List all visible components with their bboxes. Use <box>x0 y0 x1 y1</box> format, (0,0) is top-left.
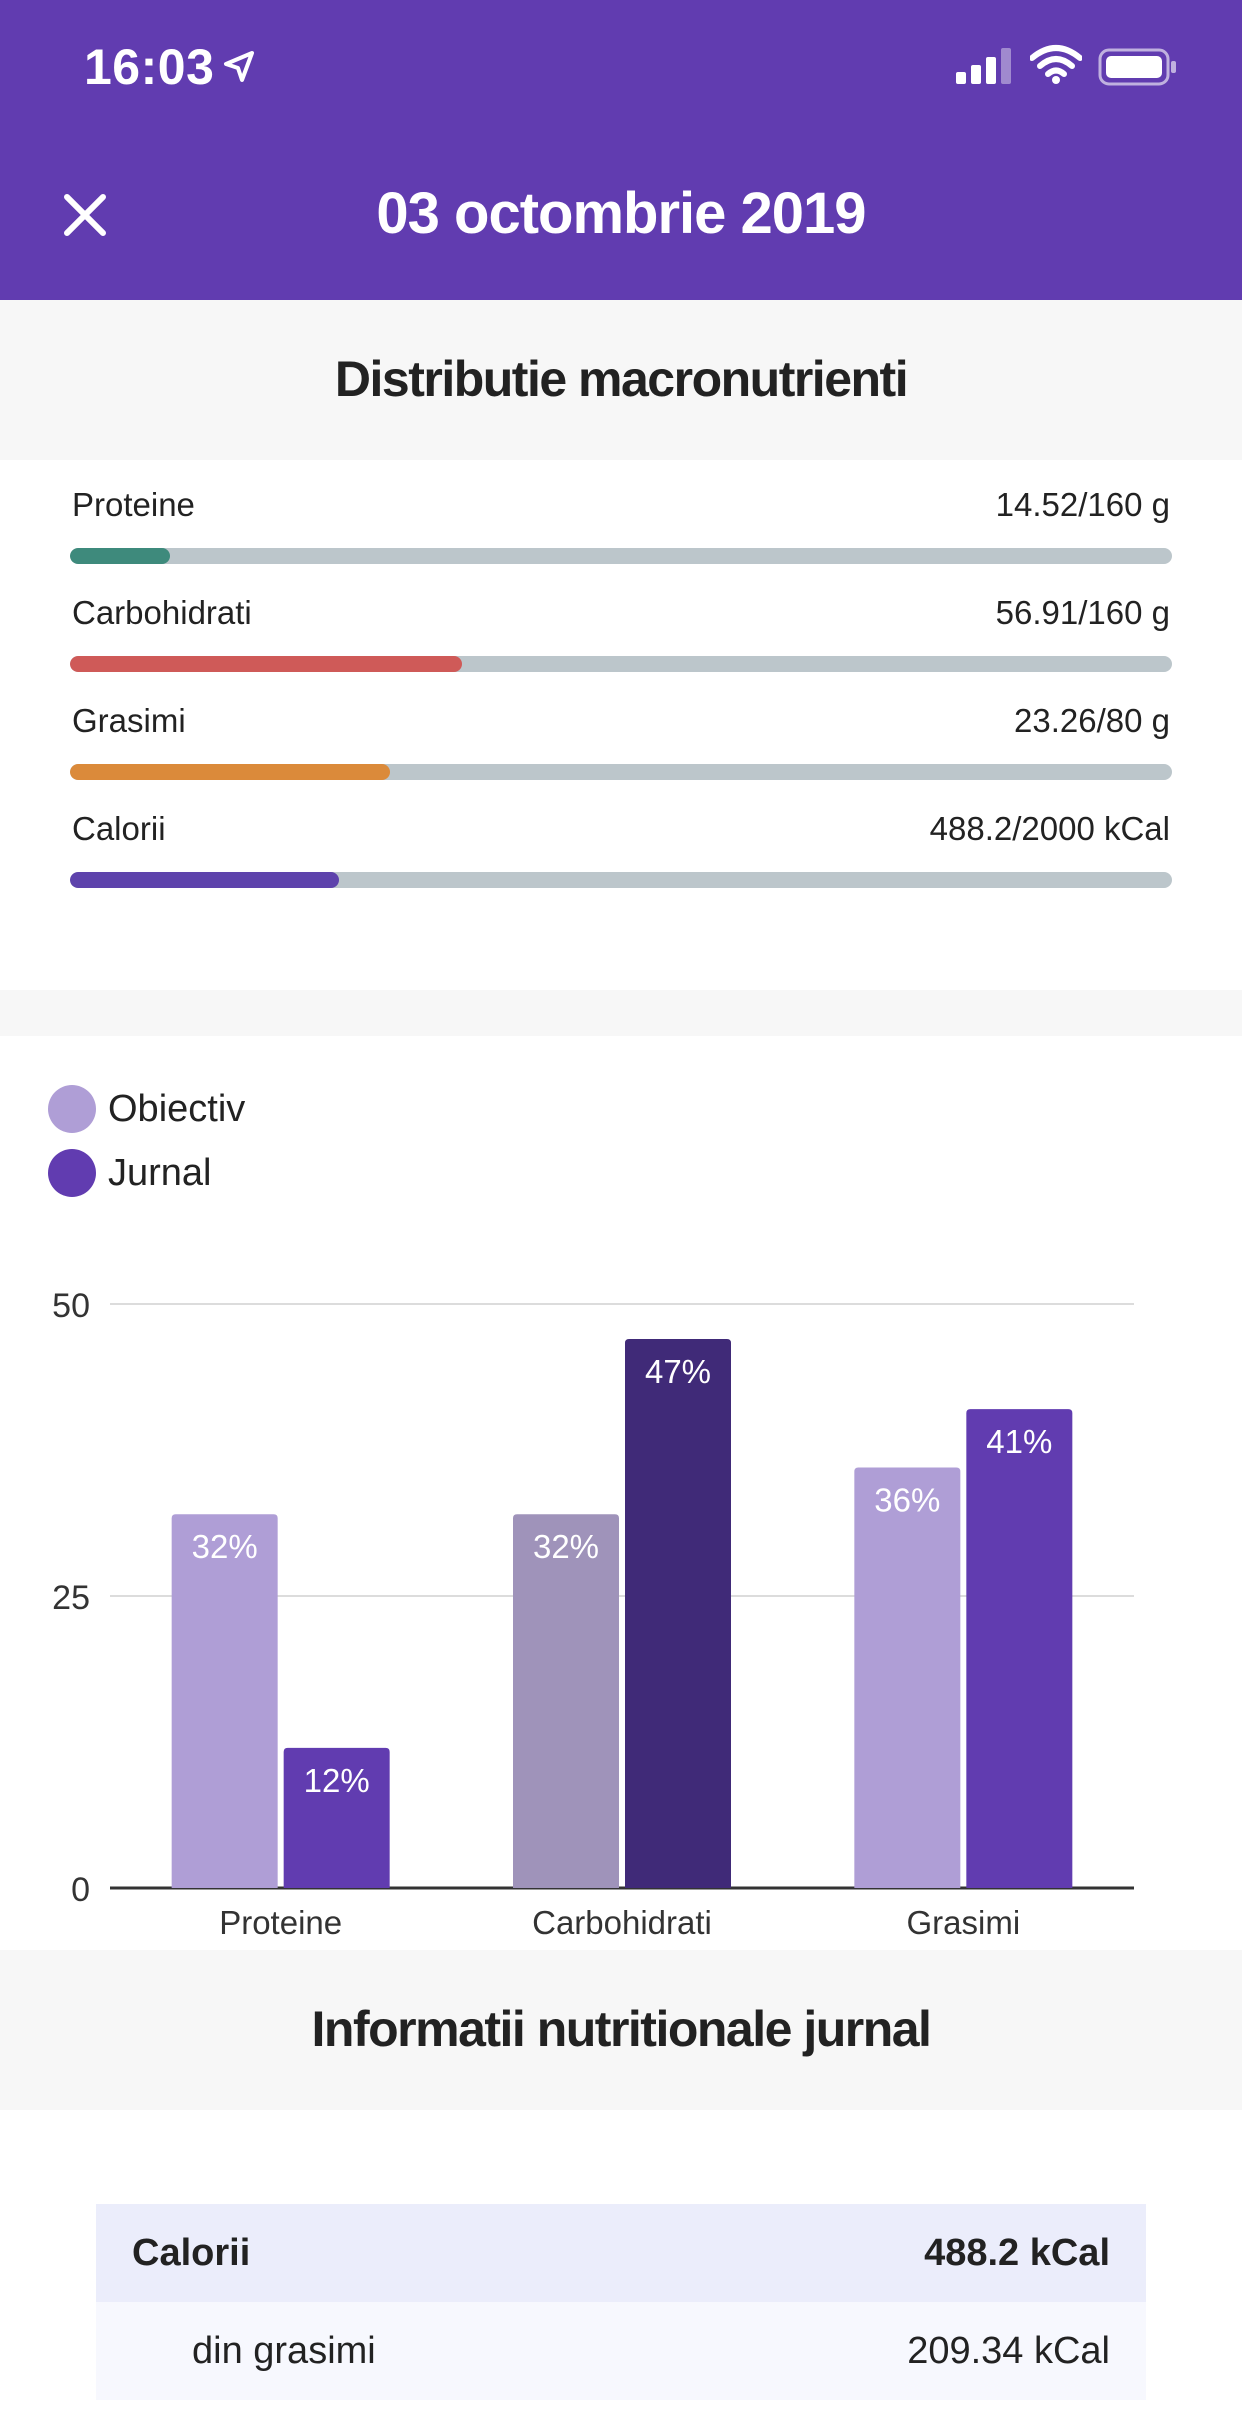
macro-value: 56.91/160 g <box>995 594 1170 631</box>
table-cell-label: Calorii <box>132 2232 251 2274</box>
nutrition-section-header <box>0 1950 1242 2110</box>
macro-value: 14.52/160 g <box>995 486 1170 523</box>
page-title: 03 octombrie 2019 <box>376 181 866 246</box>
y-tick-label: 25 <box>52 1579 90 1617</box>
y-tick-label: 0 <box>71 1871 90 1909</box>
macro-value: 488.2/2000 kCal <box>929 810 1170 847</box>
legend-swatch <box>48 1085 96 1133</box>
macro-label: Calorii <box>72 810 166 847</box>
legend-item-jurnal[interactable]: Jurnal <box>48 1148 212 1198</box>
bar-data-label: 12% <box>304 1762 370 1799</box>
legend-swatch <box>48 1149 96 1197</box>
bar-obiectiv-proteine <box>171 1514 278 1888</box>
nutrition-section-title: Informatii nutritionale jurnal <box>311 2001 932 2057</box>
nutrition-table: Calorii 488.2 kCal din grasimi 209.34 kC… <box>96 2204 1146 2400</box>
bar-jurnal-proteine <box>283 1747 390 1888</box>
close-button[interactable] <box>50 180 120 250</box>
table-row-calorii: Calorii 488.2 kCal <box>96 2204 1146 2302</box>
macro-value: 23.26/80 g <box>1014 702 1170 739</box>
bar-data-label: 47% <box>645 1353 711 1390</box>
progress-fill <box>70 548 171 564</box>
macro-label: Proteine <box>72 486 195 523</box>
bar-obiectiv-grasimi <box>854 1467 961 1888</box>
progress-fill <box>70 872 339 888</box>
macro-chart: Obiectiv Jurnal 0 25 50 32% 12% Proteine 32% 47… <box>0 1036 1242 1950</box>
close-icon <box>64 194 106 236</box>
legend-label: Jurnal <box>108 1151 212 1194</box>
y-tick-label: 50 <box>52 1287 90 1325</box>
bar-data-label: 41% <box>986 1423 1052 1460</box>
status-time: 16:03 <box>84 39 215 95</box>
legend-label: Obiectiv <box>108 1087 246 1130</box>
macro-card: Proteine 14.52/160 g Carbohidrati 56.91/… <box>0 460 1242 990</box>
app-header: 16:03 03 octombrie 2019 <box>0 0 1242 300</box>
macro-label: Carbohidrati <box>72 594 252 631</box>
macro-section-title: Distributie macronutrienti <box>334 351 909 407</box>
battery-icon <box>1098 48 1178 91</box>
bar-data-label: 32% <box>533 1528 599 1565</box>
progress-fill <box>70 764 391 780</box>
bar-jurnal-grasimi <box>966 1409 1073 1888</box>
location-arrow-icon <box>222 50 256 89</box>
bar-obiectiv-carbohidrati <box>513 1514 619 1888</box>
progress-bar <box>70 656 1172 672</box>
wifi-icon <box>1029 44 1083 89</box>
bar-chart-svg: 0 25 50 32% 12% Proteine 32% 47% Carbohidrati 36%… <box>52 1287 1134 1941</box>
progress-bar <box>70 764 1172 780</box>
bar-data-label: 32% <box>192 1528 258 1565</box>
x-tick-label: Carbohidrati <box>532 1904 712 1941</box>
bar-jurnal-carbohidrati <box>625 1339 731 1888</box>
table-row-din-grasimi: din grasimi 209.34 kCal <box>96 2302 1146 2400</box>
table-cell-value: 209.34 kCal <box>907 2330 1110 2372</box>
macro-label: Grasimi <box>72 702 186 739</box>
table-cell-label: din grasimi <box>192 2330 376 2372</box>
table-cell-value: 488.2 kCal <box>924 2232 1110 2274</box>
progress-bar <box>70 872 1172 888</box>
x-tick-label: Grasimi <box>906 1904 1020 1941</box>
macro-section-header <box>0 300 1242 460</box>
progress-bar <box>70 548 1172 564</box>
section-spacer <box>0 990 1242 1036</box>
x-tick-label: Proteine <box>219 1904 342 1941</box>
progress-fill <box>70 656 462 672</box>
bar-data-label: 36% <box>874 1482 940 1519</box>
signal-icon <box>956 48 1014 89</box>
legend-item-obiectiv[interactable]: Obiectiv <box>48 1084 245 1134</box>
